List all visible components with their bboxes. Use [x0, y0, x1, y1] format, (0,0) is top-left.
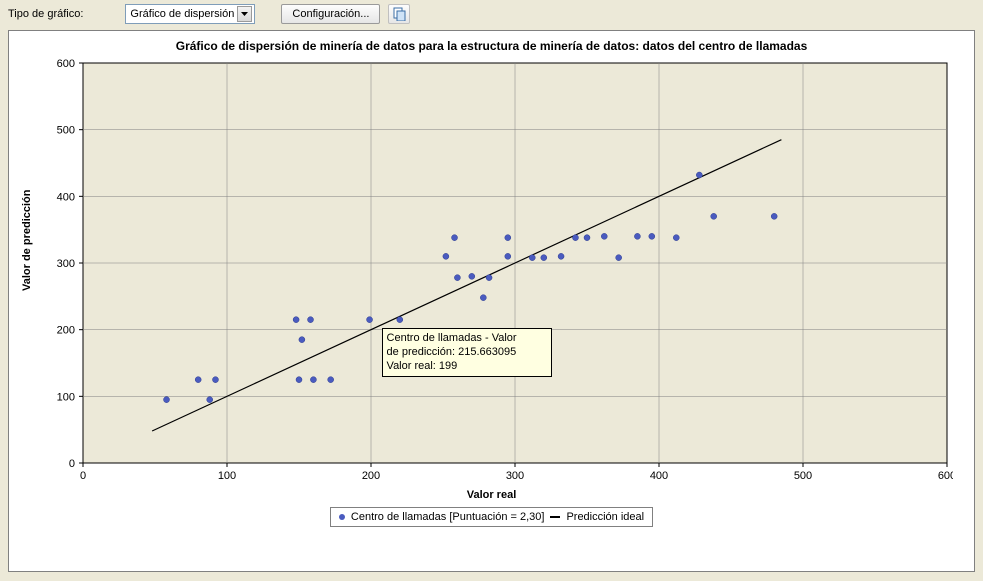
chevron-down-icon — [237, 6, 252, 22]
svg-text:0: 0 — [80, 470, 86, 482]
copy-icon — [392, 7, 406, 21]
svg-text:300: 300 — [506, 470, 524, 482]
toolbar: Tipo de gráfico: Gráfico de dispersión C… — [0, 0, 983, 28]
svg-text:600: 600 — [938, 470, 953, 482]
chart-panel: Gráfico de dispersión de minería de dato… — [8, 30, 975, 572]
legend-marker-icon — [339, 514, 345, 520]
legend-series-label: Centro de llamadas [Puntuación = 2,30] — [351, 511, 545, 523]
svg-text:500: 500 — [794, 470, 812, 482]
legend-ideal-label: Predicción ideal — [566, 511, 644, 523]
config-button-label: Configuración... — [292, 8, 369, 20]
svg-text:0: 0 — [69, 458, 75, 470]
tooltip-line1: Centro de llamadas - Valor — [387, 331, 547, 345]
tooltip-line2: de predicción: 215.663095 — [387, 345, 547, 359]
svg-text:200: 200 — [57, 325, 75, 337]
svg-text:600: 600 — [57, 58, 75, 70]
data-tooltip: Centro de llamadas - Valor de predicción… — [382, 328, 552, 377]
svg-text:400: 400 — [57, 191, 75, 203]
svg-text:500: 500 — [57, 125, 75, 137]
svg-text:200: 200 — [362, 470, 380, 482]
svg-text:300: 300 — [57, 258, 75, 270]
plot-area: 0 100 200 300 400 500 600 0 100 200 300 400 500 600 C… — [43, 57, 956, 487]
chart-title: Gráfico de dispersión de minería de dato… — [9, 31, 974, 57]
chart-type-value: Gráfico de dispersión — [130, 8, 234, 20]
chart-type-label: Tipo de gráfico: — [8, 8, 83, 20]
legend-line-icon — [550, 516, 560, 518]
svg-text:100: 100 — [57, 391, 75, 403]
scatter-plot: 0 100 200 300 400 500 600 0 100 200 300 400 500 600 — [43, 57, 953, 487]
y-axis-label: Valor de predicción — [21, 190, 33, 291]
copy-button[interactable] — [388, 4, 410, 24]
svg-text:100: 100 — [218, 470, 236, 482]
chart-type-select[interactable]: Gráfico de dispersión — [125, 4, 255, 24]
x-axis-label: Valor real — [9, 489, 974, 501]
config-button[interactable]: Configuración... — [281, 4, 380, 24]
svg-text:400: 400 — [650, 470, 668, 482]
legend: Centro de llamadas [Puntuación = 2,30] P… — [330, 507, 653, 527]
tooltip-line3: Valor real: 199 — [387, 359, 547, 373]
